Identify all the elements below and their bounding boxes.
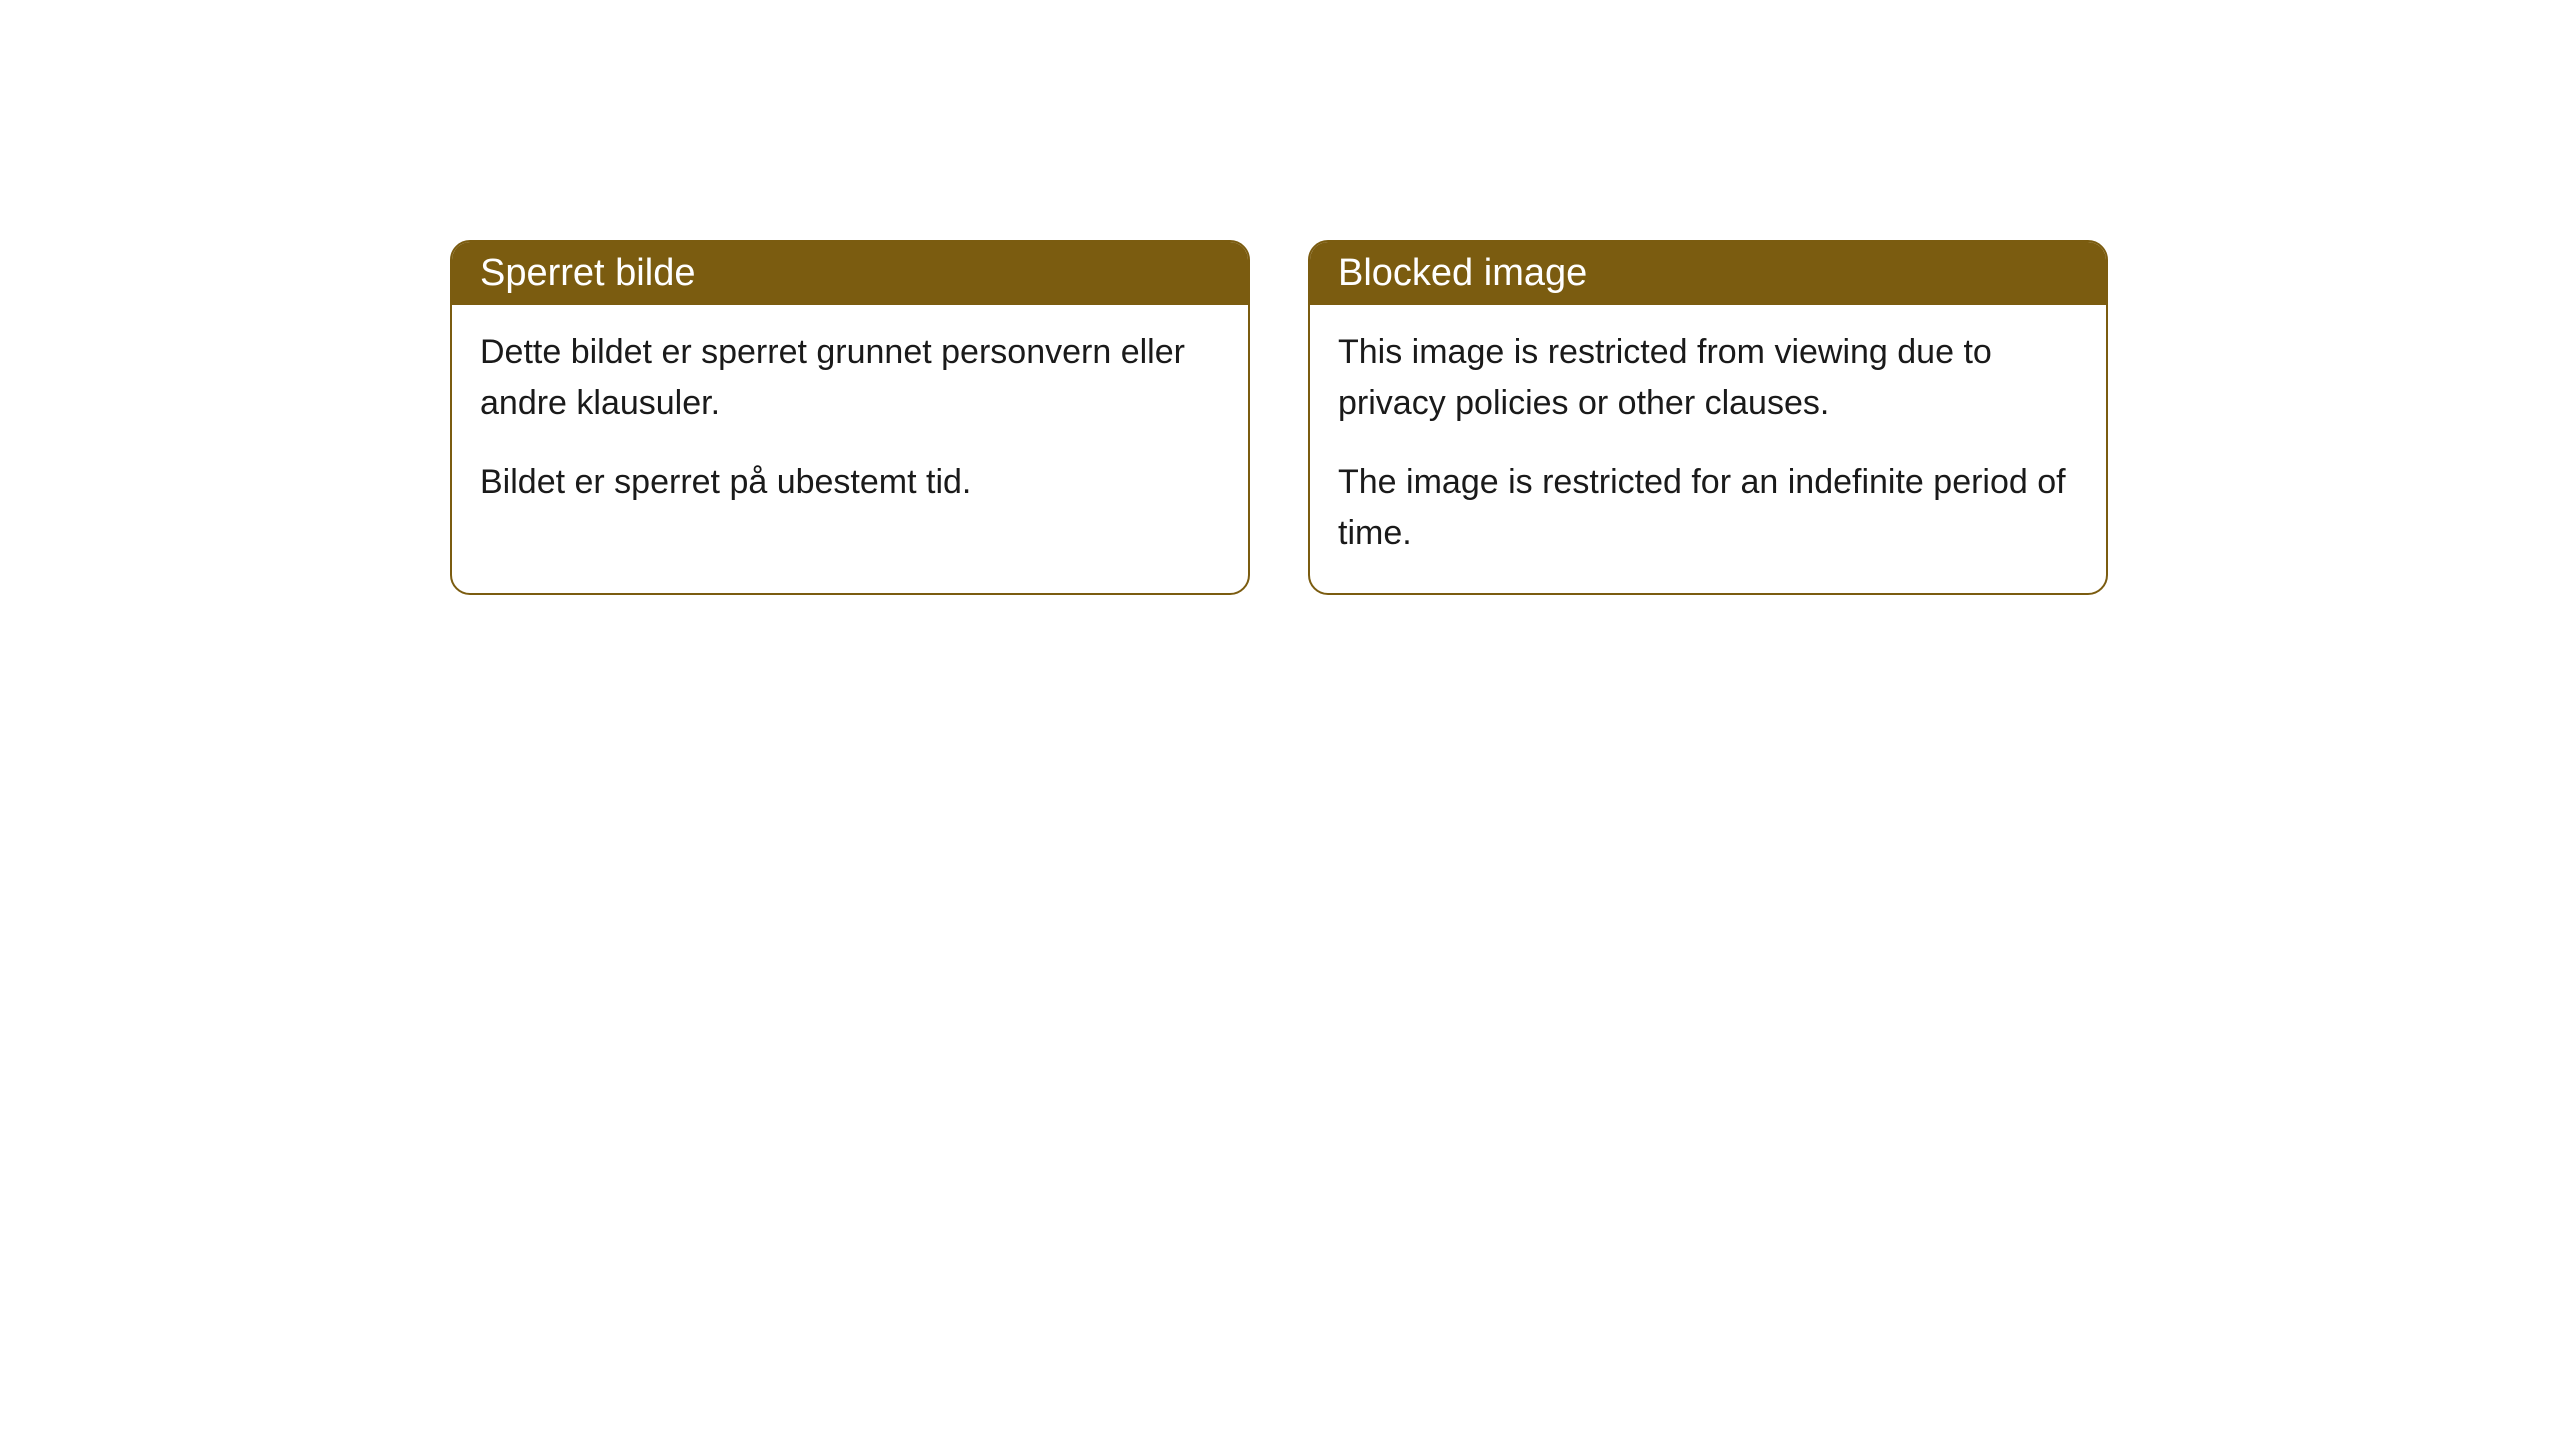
notice-cards-container: Sperret bilde Dette bildet er sperret gr… bbox=[450, 240, 2560, 595]
card-paragraph-2: Bildet er sperret på ubestemt tid. bbox=[480, 457, 1220, 508]
card-paragraph-1: This image is restricted from viewing du… bbox=[1338, 327, 2078, 429]
card-header: Blocked image bbox=[1310, 242, 2106, 305]
notice-card-english: Blocked image This image is restricted f… bbox=[1308, 240, 2108, 595]
notice-card-norwegian: Sperret bilde Dette bildet er sperret gr… bbox=[450, 240, 1250, 595]
card-paragraph-2: The image is restricted for an indefinit… bbox=[1338, 457, 2078, 559]
card-header: Sperret bilde bbox=[452, 242, 1248, 305]
card-body: Dette bildet er sperret grunnet personve… bbox=[452, 305, 1248, 542]
card-body: This image is restricted from viewing du… bbox=[1310, 305, 2106, 593]
card-paragraph-1: Dette bildet er sperret grunnet personve… bbox=[480, 327, 1220, 429]
